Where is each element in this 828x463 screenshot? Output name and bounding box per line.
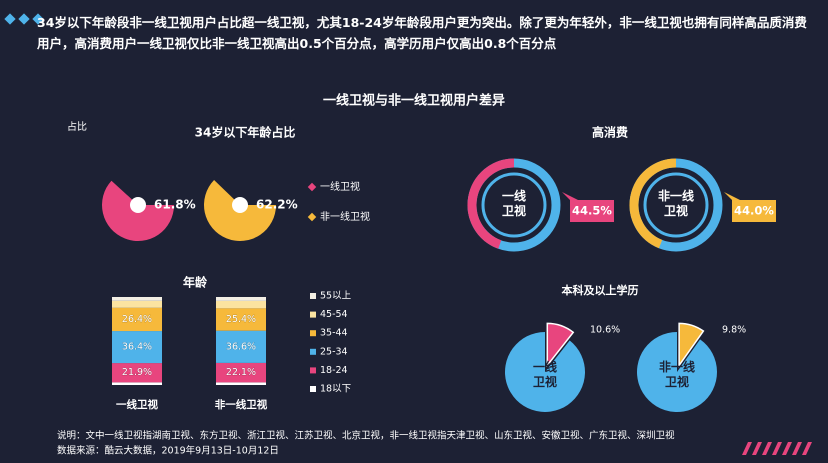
legend-marker [310, 293, 316, 299]
value-label: 44.0% [734, 204, 774, 218]
diamonds [4, 13, 44, 25]
center-label: 非一线卫视 [658, 360, 695, 389]
legend-marker [310, 386, 316, 392]
bar-segment [216, 300, 266, 309]
value-label: 10.6% [590, 325, 620, 336]
bubble [562, 192, 578, 200]
pie-rest [637, 332, 717, 412]
legend-label: 45-54 [320, 309, 348, 320]
value-label: 61.8% [154, 198, 196, 212]
legend-marker [307, 182, 317, 192]
bar-segment [216, 330, 266, 363]
legend-label: 18-24 [320, 365, 348, 376]
legend-marker [310, 348, 316, 355]
footer-source: 数据来源：酷云大数据，2019年9月13日-10月12日 [57, 445, 279, 457]
pie-dot [232, 197, 248, 213]
bar-segment [112, 382, 162, 385]
ring-arc [629, 158, 677, 249]
legend-marker [310, 367, 316, 374]
legend-label: 非一线卫视 [320, 210, 370, 223]
value-label: 36.6% [226, 341, 256, 352]
value-label: 62.2% [256, 198, 298, 212]
legend-label: 25-34 [320, 346, 348, 357]
value-label: 25.4% [226, 314, 256, 325]
legend-label: 18以下 [320, 384, 351, 395]
pie-rest [505, 332, 585, 413]
bar-segment [112, 300, 162, 308]
bar-segment [112, 363, 162, 383]
value-label: 22.1% [226, 367, 256, 378]
value-label: 21.9% [122, 367, 152, 378]
x-tick-label: 非一线卫视 [215, 398, 268, 411]
header-text: 34岁以下年龄段非一线卫视用户占比超一线卫视，尤其18-24岁年龄段用户更为突出… [37, 15, 807, 51]
bar-segment [216, 297, 266, 301]
chart-title: 本科及以上学历 [562, 283, 639, 297]
inner-ring [643, 172, 709, 238]
center-label: 一线卫视 [532, 360, 557, 389]
bar-segment [216, 382, 266, 385]
pie-slice [678, 322, 705, 368]
bar-segment [216, 362, 266, 383]
y-label: 占比 [67, 120, 87, 133]
legend-marker [310, 311, 316, 318]
value-label: 26.4% [122, 314, 152, 325]
legend-label: 55以上 [320, 291, 352, 302]
bubble-box [732, 200, 776, 222]
pie-dot [130, 197, 146, 213]
bubble-box [570, 200, 614, 222]
value-label: 9.8% [722, 325, 746, 336]
center-label: 一线卫视 [501, 189, 526, 218]
chart-title: 34岁以下年龄占比 [195, 125, 296, 140]
pie-slice [546, 322, 575, 368]
bar-segment [216, 308, 266, 331]
legend-marker [310, 330, 316, 337]
center-label: 非一线卫视 [657, 189, 694, 218]
inner-ring [481, 172, 547, 238]
bar-segment [112, 307, 162, 332]
chart-title: 年龄 [183, 275, 208, 290]
legend-label: 35-44 [320, 328, 348, 339]
legend-marker [307, 212, 317, 222]
bar-segment [112, 331, 162, 364]
x-tick-label: 一线卫视 [116, 398, 158, 411]
bar-segment [112, 297, 162, 301]
value-label: 44.5% [572, 204, 612, 218]
bubble [724, 192, 740, 200]
value-label: 36.4% [122, 342, 152, 353]
stripes [742, 442, 812, 455]
main-title: 一线卫视与非一线卫视用户差异 [323, 93, 505, 109]
chart-title: 高消费 [592, 125, 628, 140]
footer-note: 说明：文中一线卫视指湖南卫视、东方卫视、浙江卫视、江苏卫视、北京卫视，非一线卫视… [57, 430, 675, 442]
legend-label: 一线卫视 [320, 180, 360, 193]
ring-arc [467, 158, 515, 249]
